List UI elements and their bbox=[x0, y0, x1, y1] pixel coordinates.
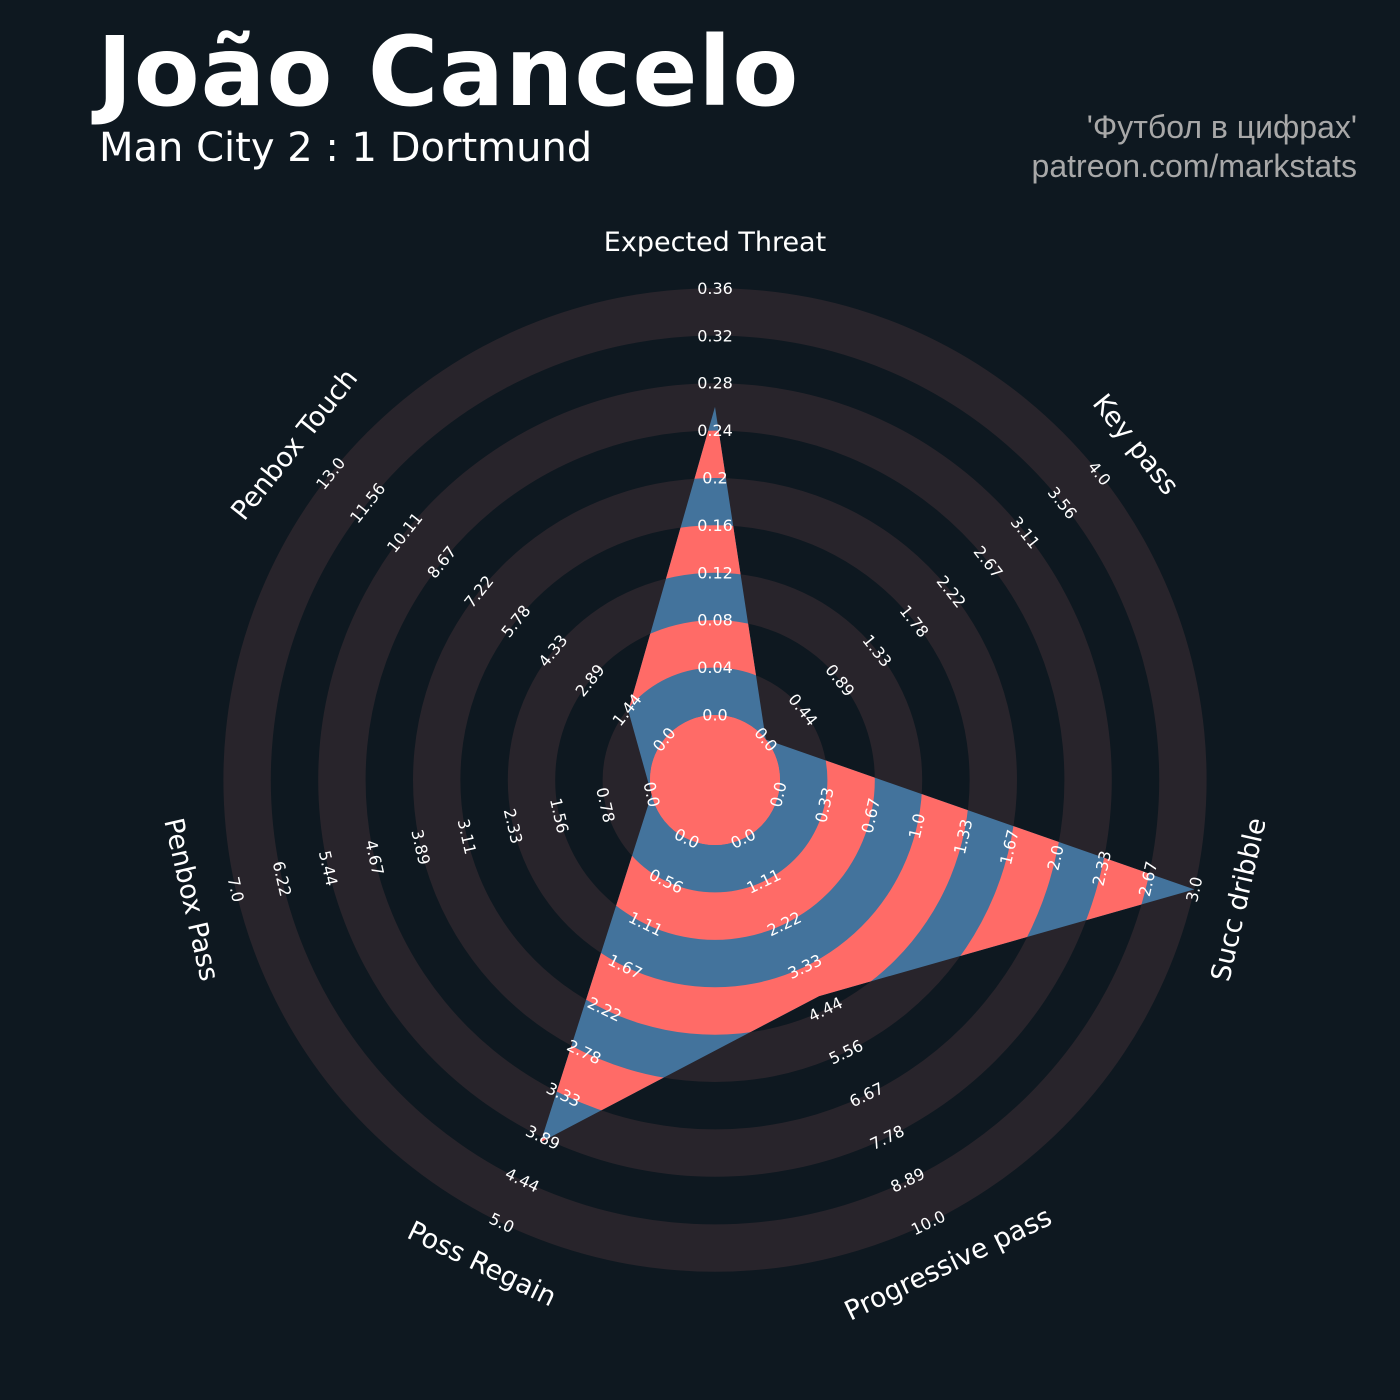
tick-label: 0.24 bbox=[697, 421, 733, 440]
tick-label: 0.2 bbox=[702, 469, 727, 488]
credit-link: patreon.com/markstats bbox=[1031, 148, 1357, 184]
tick-label: 0.36 bbox=[697, 279, 733, 298]
param-label: Expected Threat bbox=[604, 227, 826, 258]
credit-source: 'Футбол в цифрах' bbox=[1086, 109, 1357, 145]
match-score: Man City 2 : 1 Dortmund bbox=[99, 125, 593, 171]
param-label: Succ dribble bbox=[1205, 815, 1272, 984]
tick-label: 0.12 bbox=[697, 563, 733, 582]
tick-label: 0.28 bbox=[697, 374, 733, 393]
tick-label: 0.04 bbox=[697, 658, 733, 677]
tick-label: 0.16 bbox=[697, 516, 733, 535]
tick-label: 0.08 bbox=[697, 611, 733, 630]
tick-label: 0.32 bbox=[697, 326, 733, 345]
param-label: Penbox Pass bbox=[157, 815, 224, 984]
player-name: João Cancelo bbox=[97, 16, 800, 128]
credit-block: 'Футбол в цифрах' patreon.com/markstats bbox=[1032, 108, 1357, 186]
tick-label: 0.0 bbox=[702, 706, 727, 725]
center-hub bbox=[650, 715, 780, 845]
